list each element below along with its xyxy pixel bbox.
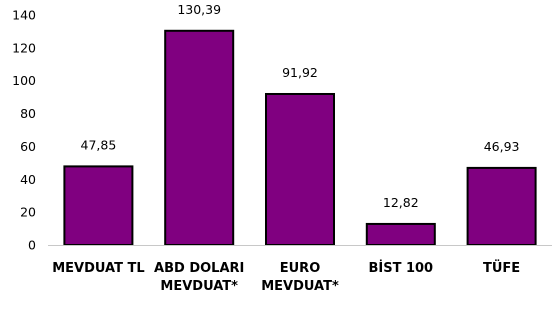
y-tick-label: 100 [12, 73, 36, 88]
category-label: MEVDUAT* [160, 279, 238, 294]
bar-value-label: 12,82 [383, 195, 419, 210]
y-axis-tick-labels: 0 20 40 60 80 100 120 140 [12, 8, 36, 253]
category-label: ABD DOLARI [154, 261, 244, 276]
y-tick-label: 80 [20, 106, 36, 121]
y-tick-label: 20 [20, 205, 36, 220]
category-label: MEVDUAT* [261, 279, 339, 294]
bar [63, 165, 134, 246]
y-tick-label: 120 [12, 40, 36, 55]
bar-value-label: 91,92 [282, 65, 318, 80]
bar-value-label: 47,85 [81, 137, 117, 152]
y-tick-label: 0 [28, 238, 36, 253]
bar [164, 29, 235, 246]
bars [63, 29, 537, 246]
category-label: BİST 100 [368, 260, 433, 276]
bar-value-label: 130,39 [177, 2, 221, 17]
y-tick-label: 40 [20, 172, 36, 187]
category-label: EURO [280, 261, 321, 276]
bar [466, 166, 537, 246]
bar [365, 222, 436, 246]
category-label: MEVDUAT TL [52, 261, 144, 276]
bar [265, 92, 335, 246]
y-tick-label: 60 [20, 139, 36, 154]
value-labels: 47,85 130,39 91,92 12,82 46,93 [81, 2, 520, 210]
y-tick-label: 140 [12, 8, 36, 23]
category-label: TÜFE [483, 260, 520, 276]
bar-value-label: 46,93 [484, 139, 520, 154]
category-labels: MEVDUAT TL ABD DOLARI MEVDUAT* EURO MEVDUAT*… [52, 260, 520, 294]
